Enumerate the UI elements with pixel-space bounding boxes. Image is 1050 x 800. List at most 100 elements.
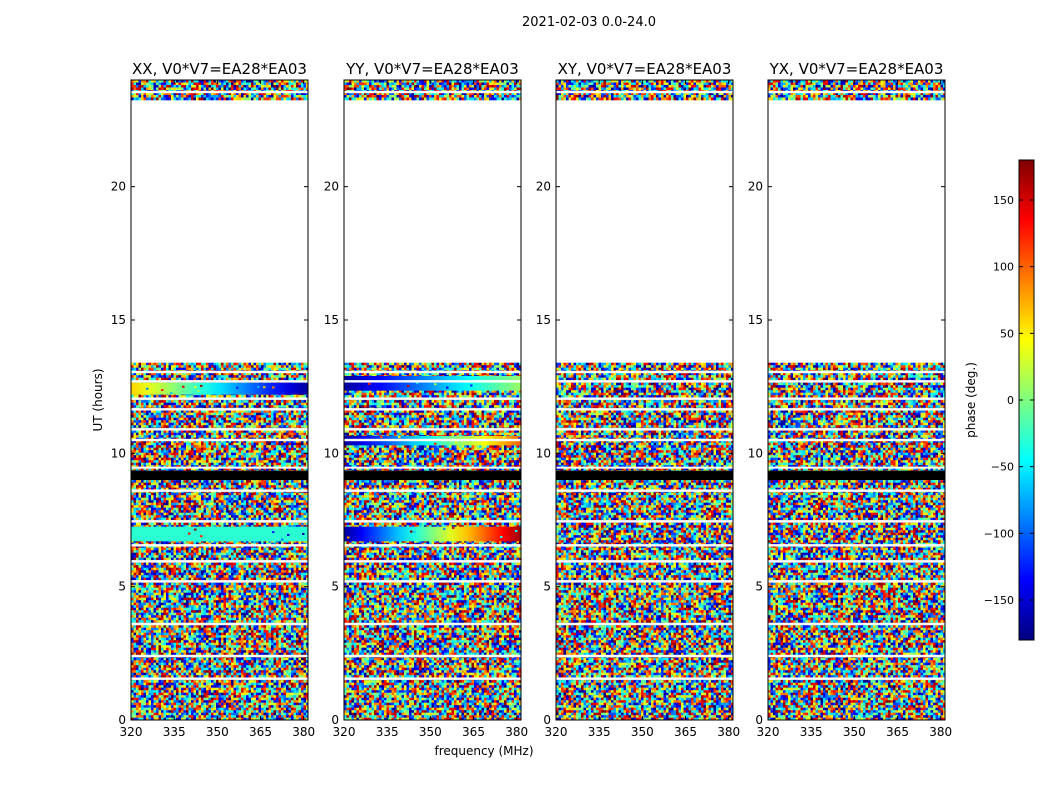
- colorbar-tick-label: 150: [993, 194, 1014, 207]
- colorbar-tick-label: −100: [984, 527, 1014, 540]
- flag-gap: [768, 438, 945, 442]
- flag-gap: [131, 520, 308, 523]
- flag-gap: [344, 560, 521, 563]
- flag-gap: [768, 370, 945, 374]
- colorbar-gradient: [1019, 160, 1034, 640]
- flag-gap: [556, 560, 733, 563]
- flag-gap: [131, 438, 308, 442]
- flag-gap: [344, 408, 521, 411]
- flag-band-black: [556, 470, 733, 480]
- axes-frame: [767, 79, 946, 721]
- colorbar-tick-label: −150: [984, 594, 1014, 607]
- flag-gap: [768, 520, 945, 523]
- y-tick-label: 20: [324, 180, 339, 194]
- flag-gap: [768, 380, 945, 383]
- panels: XX, V0*V7=EA28*EA03 320 335 350 365 380 0 5 10 15…: [111, 60, 952, 739]
- y-tick-label: 15: [324, 313, 339, 327]
- colorbar-tick-label: −50: [991, 461, 1014, 474]
- colorbar-label: phase (deg.): [964, 362, 978, 438]
- flag-band-black: [131, 470, 308, 480]
- flag-gap: [344, 397, 521, 400]
- x-tick-label: 335: [163, 725, 186, 739]
- flag-gap: [556, 428, 733, 431]
- y-tick-label: 15: [748, 313, 763, 327]
- flag-gap: [768, 560, 945, 563]
- flag-gap: [556, 654, 733, 658]
- x-tick-label: 365: [462, 725, 485, 739]
- flag-gap: [768, 397, 945, 400]
- axes-frame: [555, 79, 734, 721]
- flag-gap: [768, 622, 945, 626]
- flag-gap: [131, 622, 308, 626]
- flag-gap: [768, 428, 945, 431]
- flag-gap: [344, 544, 521, 547]
- y-tick-label: 10: [324, 446, 339, 460]
- flag-gap: [131, 560, 308, 563]
- flag-gap: [556, 370, 733, 374]
- flag-gap: [131, 408, 308, 411]
- y-tick-label: 0: [118, 713, 126, 727]
- flag-gap: [344, 370, 521, 374]
- y-tick-label: 0: [543, 713, 551, 727]
- x-tick-label: 335: [800, 725, 823, 739]
- flag-gap: [131, 428, 308, 431]
- y-tick-label: 10: [111, 446, 126, 460]
- heatmap-image: [131, 80, 308, 720]
- flag-gap: [556, 489, 733, 492]
- y-tick-label: 10: [536, 446, 551, 460]
- panel-2: YY, V0*V7=EA28*EA03 320 335 350 365 380 0 5 10 15…: [324, 60, 528, 739]
- panel-4: YX, V0*V7=EA28*EA03 320 335 350 365 380 0 5 10 15…: [748, 60, 952, 739]
- figure-suptitle: 2021-02-03 0.0-24.0: [522, 15, 656, 30]
- flag-gap: [768, 580, 945, 583]
- panel-title: XY, V0*V7=EA28*EA03: [558, 60, 732, 78]
- x-tick-label: 380: [717, 725, 740, 739]
- heatmap-image: [768, 80, 945, 720]
- flag-gap: [131, 544, 308, 547]
- y-tick-label: 5: [543, 580, 551, 594]
- x-tick-label: 335: [588, 725, 611, 739]
- x-tick-label: 365: [886, 725, 909, 739]
- flag-gap: [556, 438, 733, 442]
- y-tick-label: 10: [748, 446, 763, 460]
- x-tick-label: 350: [843, 725, 866, 739]
- flag-gap: [344, 677, 521, 680]
- coherent-band: [344, 376, 521, 391]
- flag-gap: [768, 489, 945, 492]
- y-tick-label: 15: [536, 313, 551, 327]
- coherent-band: [131, 526, 308, 542]
- flag-gap: [556, 622, 733, 626]
- x-tick-label: 350: [419, 725, 442, 739]
- panel-title: XX, V0*V7=EA28*EA03: [132, 60, 307, 78]
- x-tick-label: 365: [674, 725, 697, 739]
- flag-gap: [556, 677, 733, 680]
- x-tick-label: 380: [505, 725, 528, 739]
- panel-3: XY, V0*V7=EA28*EA03 320 335 350 365 380 0 5 10 15…: [536, 60, 740, 739]
- x-tick-label: 380: [292, 725, 315, 739]
- x-tick-label: 320: [757, 725, 780, 739]
- x-tick-label: 320: [545, 725, 568, 739]
- flag-gap: [768, 544, 945, 547]
- y-axis-label: UT (hours): [91, 368, 105, 431]
- flag-gap: [131, 489, 308, 492]
- flag-gap: [768, 677, 945, 680]
- y-tick-label: 20: [748, 180, 763, 194]
- colorbar-tick-label: 0: [1007, 394, 1014, 407]
- y-tick-label: 0: [331, 713, 339, 727]
- flag-gap: [131, 380, 308, 383]
- flag-gap: [344, 489, 521, 492]
- flag-gap: [344, 622, 521, 626]
- y-tick-label: 0: [755, 713, 763, 727]
- x-tick-label: 380: [929, 725, 952, 739]
- flag-gap: [344, 438, 521, 442]
- flag-gap: [344, 580, 521, 583]
- y-tick-label: 5: [118, 580, 126, 594]
- panel-title: YX, V0*V7=EA28*EA03: [769, 60, 944, 78]
- flag-gap: [556, 380, 733, 383]
- flag-gap: [344, 90, 521, 94]
- flag-gap: [768, 90, 945, 94]
- y-tick-label: 20: [111, 180, 126, 194]
- flag-gap: [344, 380, 521, 383]
- panel-1: XX, V0*V7=EA28*EA03 320 335 350 365 380 0 5 10 15…: [111, 60, 315, 739]
- x-tick-label: 350: [631, 725, 654, 739]
